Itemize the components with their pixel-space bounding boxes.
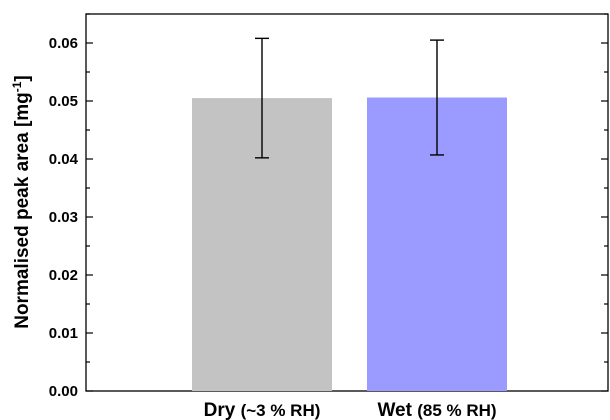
- y-axis-ticks-right: [601, 13, 608, 392]
- y-axis-ticks-left: [86, 13, 93, 392]
- x-category-label: Wet (85 % RH): [377, 400, 496, 420]
- x-category-detail: (85 % RH): [417, 401, 496, 420]
- x-category-main: Dry: [204, 400, 241, 420]
- bars: [192, 97, 507, 392]
- y-axis-title-main: Normalised peak area [mg: [12, 92, 33, 329]
- x-axis-categories: Dry (~3 % RH) Wet (85 % RH): [204, 400, 497, 420]
- y-axis-tick-labels: 0.00 0.01 0.02 0.03 0.04 0.05 0.06: [49, 35, 79, 400]
- error-bars: [255, 37, 444, 159]
- y-axis-title: Normalised peak area [mg-1]: [10, 75, 33, 329]
- x-category-label: Dry (~3 % RH): [204, 400, 321, 420]
- y-tick-label: 0.04: [49, 151, 79, 168]
- y-tick-label: 0.02: [49, 267, 78, 284]
- plot-frame: [85, 13, 609, 392]
- x-category-main: Wet: [377, 400, 417, 420]
- y-tick-label: 0.03: [49, 209, 78, 226]
- y-axis-title-suffix: ]: [12, 75, 33, 81]
- y-tick-label: 0.06: [49, 35, 78, 52]
- y-tick-label: 0.01: [49, 325, 78, 342]
- y-tick-label: 0.05: [49, 93, 78, 110]
- y-tick-label: 0.00: [49, 383, 78, 400]
- y-axis-title-superscript: -1: [10, 81, 24, 92]
- x-category-detail: (~3 % RH): [241, 401, 321, 420]
